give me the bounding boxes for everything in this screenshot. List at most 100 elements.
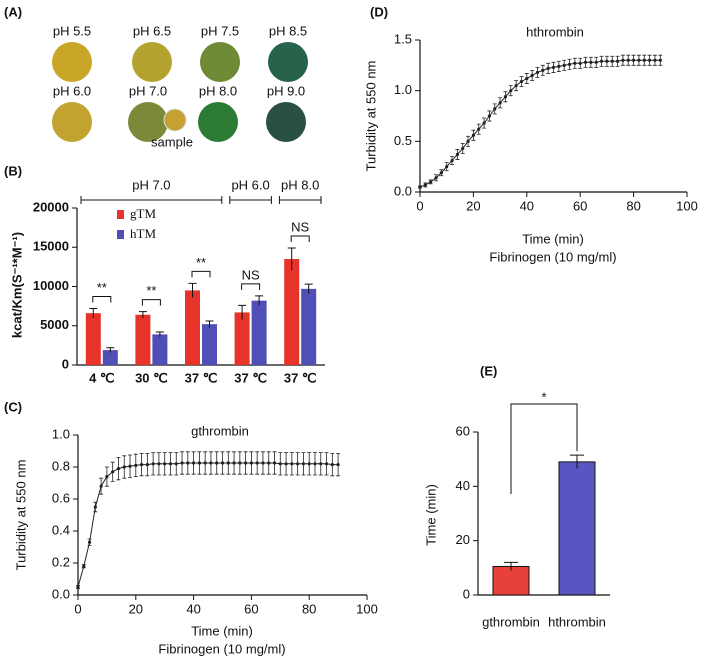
error-bar xyxy=(106,347,115,353)
swatch-label: pH 6.0 xyxy=(53,83,91,98)
point xyxy=(551,65,556,69)
error-bar xyxy=(304,283,313,294)
significance-label: ** xyxy=(97,280,107,295)
point xyxy=(626,58,630,62)
point xyxy=(105,475,109,479)
x-tick-label: 4 ℃ xyxy=(89,370,114,385)
x-tick-label: 20 xyxy=(466,198,480,213)
panel-label: (C) xyxy=(4,399,22,414)
x-tick-label: 0 xyxy=(74,601,81,616)
significance-label: * xyxy=(541,389,546,404)
point xyxy=(621,58,625,62)
point xyxy=(197,461,201,465)
point xyxy=(541,68,545,72)
group-bracket xyxy=(80,196,223,204)
y-tick-label: 20 xyxy=(456,532,470,547)
swatch-label: pH 8.0 xyxy=(199,83,237,98)
x-axis-label: Time (min) xyxy=(522,231,584,246)
x-tick-label: 30 ℃ xyxy=(135,370,168,385)
point xyxy=(610,59,614,63)
point xyxy=(525,76,529,81)
bar xyxy=(558,461,596,596)
x-tick-label: 37 ℃ xyxy=(185,370,218,385)
point xyxy=(111,470,115,474)
swatch-label: pH 8.5 xyxy=(269,23,307,38)
point xyxy=(562,63,566,67)
point xyxy=(530,73,534,78)
bar xyxy=(152,334,168,365)
x-tick-label: 60 xyxy=(573,198,587,213)
x-tick-label: gthrombin xyxy=(482,614,540,629)
point xyxy=(455,152,459,157)
error-bar xyxy=(205,320,214,328)
bar xyxy=(202,324,217,365)
y-tick-label: 0 xyxy=(62,356,69,371)
point xyxy=(493,107,497,111)
point xyxy=(418,185,422,189)
point xyxy=(93,505,97,509)
point xyxy=(203,461,207,465)
point xyxy=(255,461,259,465)
legend-swatch xyxy=(117,210,124,219)
point xyxy=(461,146,465,151)
point xyxy=(290,462,294,466)
bar xyxy=(85,313,101,365)
point xyxy=(503,95,508,99)
point xyxy=(134,463,138,467)
point xyxy=(180,461,184,465)
error-bar xyxy=(188,282,197,298)
group-label: pH 8.0 xyxy=(281,177,319,192)
bar xyxy=(251,300,267,365)
point xyxy=(477,127,481,131)
significance-bracket xyxy=(290,235,310,243)
x-tick-label: 100 xyxy=(356,601,378,616)
y-tick-label: 0.8 xyxy=(52,458,70,473)
x-tick-label: 100 xyxy=(676,198,698,213)
x-tick-label: 37 ℃ xyxy=(284,370,317,385)
significance-label: ** xyxy=(146,283,156,298)
point xyxy=(557,64,561,68)
point xyxy=(116,467,121,471)
point xyxy=(599,59,604,63)
swatch xyxy=(132,42,172,82)
point xyxy=(278,462,282,466)
point xyxy=(238,461,242,465)
error-bar xyxy=(89,307,98,318)
point xyxy=(648,58,652,62)
legend-label: hTM xyxy=(130,226,156,241)
panel-label: (B) xyxy=(4,163,22,178)
swatch-label: pH 7.0 xyxy=(129,83,167,98)
swatch xyxy=(268,42,308,82)
point xyxy=(192,461,196,465)
legend-label: gTM xyxy=(130,206,156,221)
point xyxy=(163,462,167,466)
point xyxy=(226,461,230,465)
swatch xyxy=(200,42,240,82)
panel-label: (E) xyxy=(480,363,497,378)
point xyxy=(151,462,155,466)
x-tick-label: 40 xyxy=(520,198,534,213)
point xyxy=(637,58,641,62)
point xyxy=(296,462,300,466)
point xyxy=(567,62,572,66)
swatch xyxy=(52,42,92,82)
y-tick-label: 0 xyxy=(463,586,470,601)
error-bar xyxy=(287,247,296,271)
y-axis-label: Turbidity at 550 nm xyxy=(363,61,378,172)
y-tick-label: 60 xyxy=(456,423,470,438)
x-tick-label: 80 xyxy=(302,601,316,616)
point xyxy=(546,66,550,70)
point xyxy=(267,461,271,465)
point xyxy=(615,59,620,63)
point xyxy=(330,463,334,467)
point xyxy=(301,462,306,466)
x-tick-label: 37 ℃ xyxy=(234,370,267,385)
point xyxy=(82,564,86,568)
error-bar xyxy=(138,311,147,318)
significance-label: ** xyxy=(196,255,206,270)
y-tick-label: 1.5 xyxy=(394,31,412,46)
bar xyxy=(284,259,300,365)
error-bar xyxy=(255,295,264,306)
y-tick-label: 40 xyxy=(456,478,470,493)
